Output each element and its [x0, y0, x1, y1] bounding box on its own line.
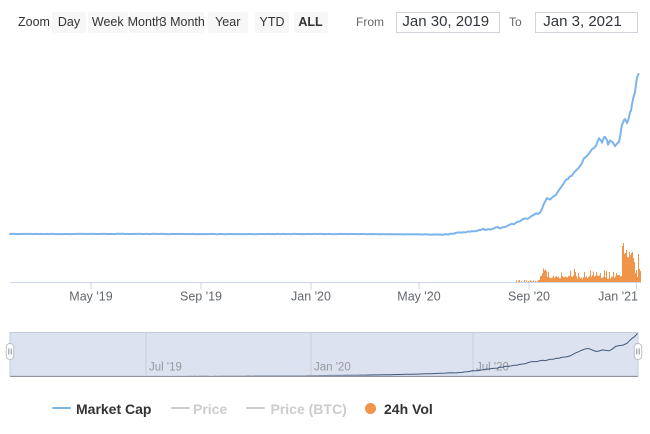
- svg-text:Jan '20: Jan '20: [314, 361, 351, 373]
- svg-text:Jul '20: Jul '20: [476, 361, 509, 373]
- svg-text:Sep '20: Sep '20: [508, 290, 550, 304]
- svg-text:Jan '20: Jan '20: [291, 290, 331, 304]
- svg-text:Jul '19: Jul '19: [149, 361, 182, 373]
- svg-text:May '20: May '20: [397, 290, 440, 304]
- svg-text:Jan '21: Jan '21: [598, 290, 638, 304]
- svg-text:Sep '19: Sep '19: [180, 290, 222, 304]
- svg-text:May '19: May '19: [69, 290, 112, 304]
